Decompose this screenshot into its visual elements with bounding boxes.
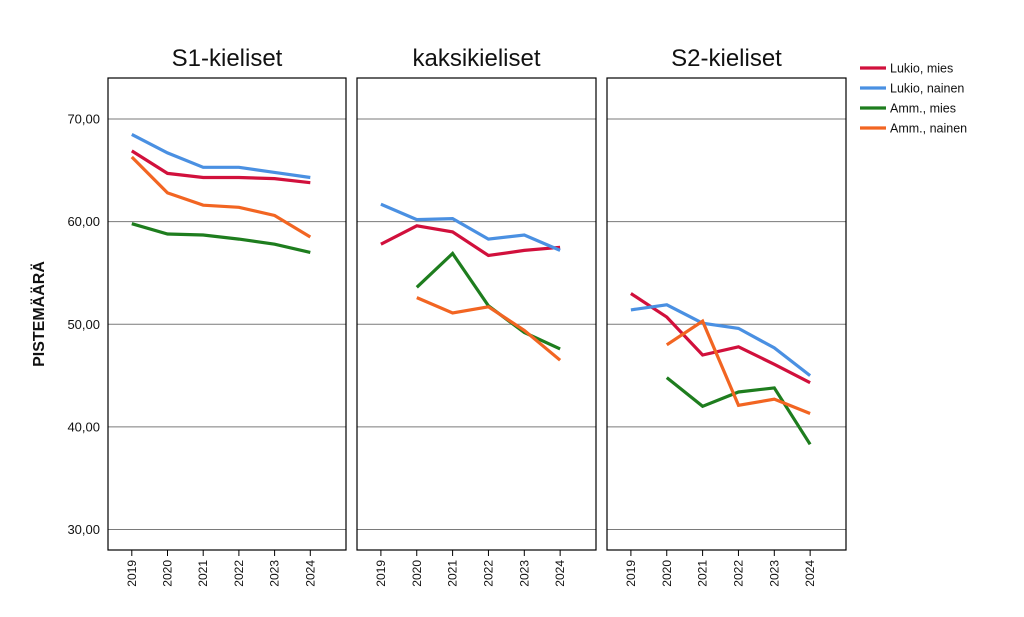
series-line bbox=[630, 303, 812, 377]
x-tick-label: 2021 bbox=[196, 560, 210, 587]
x-tick-label: 2019 bbox=[374, 560, 388, 587]
series-line bbox=[665, 318, 811, 415]
legend-label: Lukio, nainen bbox=[890, 82, 964, 96]
panel-frame bbox=[606, 77, 847, 551]
x-tick-label: 2019 bbox=[624, 560, 638, 587]
series-line bbox=[380, 224, 561, 258]
series-line bbox=[416, 296, 562, 362]
x-tick-label: 2022 bbox=[481, 560, 495, 587]
x-tick-label: 2021 bbox=[446, 560, 460, 587]
y-tick-label: 70,00 bbox=[67, 112, 100, 127]
x-tick-label: 2023 bbox=[767, 560, 781, 587]
series-line bbox=[130, 155, 312, 239]
y-tick-label: 60,00 bbox=[67, 214, 100, 229]
y-axis-label: PISTEMÄÄRÄ bbox=[30, 261, 48, 367]
series-line bbox=[130, 149, 311, 185]
legend-label: Amm., mies bbox=[890, 102, 956, 116]
panel-frame bbox=[107, 77, 347, 551]
x-tick-label: 2022 bbox=[232, 560, 246, 587]
series-line bbox=[380, 202, 561, 252]
series-line bbox=[131, 132, 311, 180]
panel-title: kaksikieliset bbox=[412, 45, 540, 72]
x-tick-label: 2023 bbox=[268, 560, 282, 587]
legend-label: Amm., nainen bbox=[890, 122, 967, 136]
x-tick-label: 2024 bbox=[553, 560, 567, 587]
x-tick-label: 2019 bbox=[125, 560, 139, 587]
y-tick-label: 50,00 bbox=[67, 317, 100, 332]
series-line bbox=[415, 251, 561, 351]
panel-title: S1-kieliset bbox=[172, 45, 283, 72]
y-tick-label: 30,00 bbox=[67, 522, 100, 537]
series-line bbox=[665, 376, 812, 446]
x-tick-label: 2023 bbox=[517, 560, 531, 587]
x-tick-label: 2022 bbox=[731, 560, 745, 587]
y-tick-label: 40,00 bbox=[67, 419, 100, 434]
x-tick-label: 2024 bbox=[303, 560, 317, 587]
x-tick-label: 2021 bbox=[696, 560, 710, 587]
series-line bbox=[630, 292, 811, 385]
series-line bbox=[131, 222, 311, 254]
x-tick-label: 2020 bbox=[410, 560, 424, 587]
legend-label: Lukio, mies bbox=[890, 62, 953, 76]
x-tick-label: 2024 bbox=[803, 560, 817, 587]
x-tick-label: 2020 bbox=[161, 560, 175, 587]
panel-title: S2-kieliset bbox=[671, 45, 782, 72]
x-tick-label: 2020 bbox=[660, 560, 674, 587]
panel-frame bbox=[356, 77, 597, 551]
